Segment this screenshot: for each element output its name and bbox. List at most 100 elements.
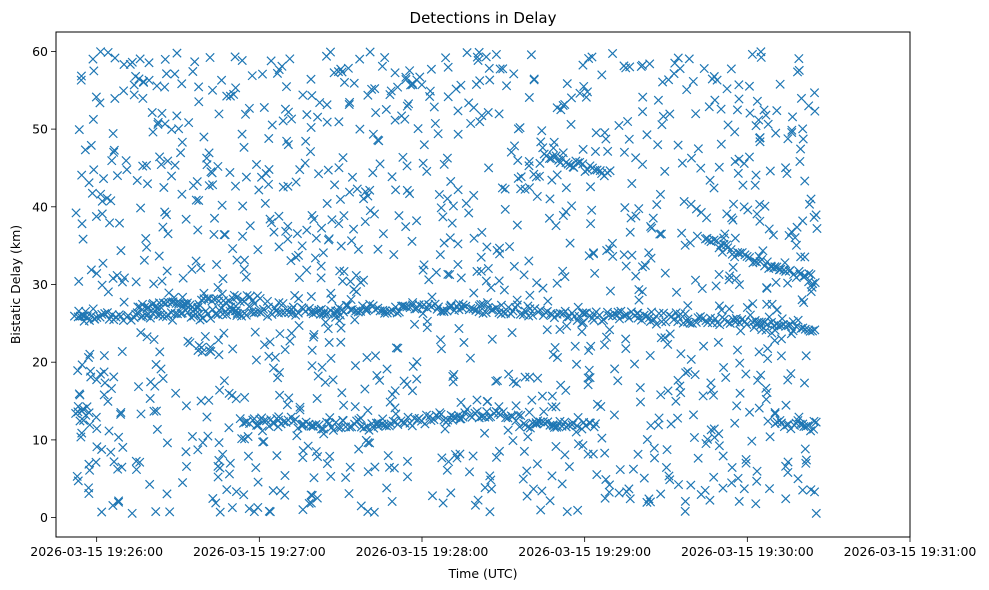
data-point bbox=[430, 118, 440, 129]
data-point bbox=[755, 137, 765, 147]
data-point bbox=[266, 56, 276, 66]
data-point bbox=[74, 276, 84, 286]
data-point bbox=[239, 490, 249, 500]
data-point bbox=[709, 183, 719, 193]
data-point bbox=[639, 310, 649, 320]
data-point bbox=[109, 147, 119, 157]
data-point bbox=[242, 290, 252, 301]
data-point bbox=[601, 332, 612, 342]
data-point bbox=[453, 106, 463, 116]
data-point bbox=[382, 308, 392, 318]
data-point bbox=[275, 329, 285, 339]
data-point bbox=[211, 498, 221, 508]
data-point bbox=[345, 462, 355, 472]
data-point bbox=[129, 80, 139, 90]
data-point bbox=[582, 87, 593, 97]
data-point bbox=[264, 164, 274, 175]
data-point bbox=[196, 295, 207, 305]
data-point bbox=[572, 421, 582, 431]
data-point bbox=[138, 77, 149, 88]
data-point bbox=[167, 124, 177, 135]
data-point bbox=[418, 308, 428, 319]
data-point bbox=[339, 77, 350, 88]
data-point bbox=[693, 144, 703, 154]
data-point bbox=[792, 67, 803, 77]
data-point bbox=[92, 442, 102, 452]
data-point bbox=[278, 116, 288, 126]
data-point bbox=[113, 496, 124, 506]
data-point bbox=[801, 458, 811, 468]
data-point bbox=[536, 505, 546, 515]
data-point bbox=[629, 359, 640, 369]
data-point bbox=[524, 161, 534, 171]
data-point bbox=[755, 133, 765, 143]
data-point bbox=[448, 377, 458, 387]
data-point bbox=[317, 362, 327, 372]
data-point bbox=[604, 311, 614, 321]
data-point bbox=[316, 261, 326, 271]
data-point bbox=[591, 128, 601, 138]
data-point bbox=[352, 416, 362, 426]
data-point bbox=[115, 409, 126, 420]
data-point bbox=[571, 359, 582, 369]
data-point bbox=[744, 152, 755, 162]
data-point bbox=[290, 290, 300, 301]
data-point bbox=[390, 185, 401, 195]
data-point bbox=[387, 496, 397, 507]
data-point bbox=[136, 327, 146, 338]
data-point bbox=[579, 81, 589, 92]
data-point bbox=[214, 385, 225, 395]
data-point bbox=[149, 406, 159, 416]
data-point bbox=[344, 422, 355, 432]
data-point bbox=[270, 352, 280, 363]
data-point bbox=[433, 129, 443, 139]
data-point bbox=[385, 397, 395, 407]
data-point bbox=[402, 302, 412, 312]
data-point bbox=[77, 360, 87, 370]
data-point bbox=[213, 335, 224, 345]
data-point bbox=[708, 390, 719, 400]
data-point bbox=[222, 91, 232, 101]
data-point bbox=[614, 120, 624, 131]
data-point bbox=[786, 329, 797, 339]
data-point bbox=[370, 462, 380, 472]
data-point bbox=[506, 147, 516, 157]
data-point bbox=[713, 337, 724, 347]
data-point bbox=[129, 90, 139, 100]
data-point bbox=[323, 324, 333, 334]
data-point bbox=[89, 66, 99, 76]
data-point bbox=[135, 54, 145, 64]
data-point bbox=[764, 312, 774, 322]
data-point bbox=[323, 165, 333, 175]
data-point bbox=[656, 489, 666, 499]
data-point bbox=[329, 68, 339, 78]
data-point bbox=[451, 84, 461, 94]
data-point bbox=[511, 401, 521, 411]
data-point bbox=[590, 268, 600, 278]
data-point bbox=[160, 119, 170, 129]
data-point bbox=[688, 410, 699, 420]
data-point bbox=[194, 97, 204, 107]
data-point bbox=[213, 472, 223, 482]
data-point bbox=[688, 76, 698, 87]
data-point bbox=[213, 461, 223, 471]
data-point bbox=[646, 221, 656, 232]
data-point bbox=[311, 419, 321, 430]
data-point bbox=[524, 156, 534, 167]
data-point bbox=[157, 108, 167, 118]
data-point bbox=[385, 89, 395, 100]
data-point bbox=[578, 60, 588, 70]
data-point bbox=[598, 315, 609, 325]
data-point bbox=[689, 432, 700, 443]
data-point bbox=[662, 445, 672, 455]
data-point bbox=[482, 242, 492, 252]
data-point bbox=[730, 127, 740, 137]
data-point bbox=[341, 472, 351, 483]
data-point bbox=[91, 457, 101, 467]
data-point bbox=[529, 74, 539, 84]
data-point bbox=[285, 54, 295, 64]
data-point bbox=[113, 497, 124, 507]
data-point bbox=[793, 474, 803, 484]
data-point bbox=[792, 222, 802, 232]
